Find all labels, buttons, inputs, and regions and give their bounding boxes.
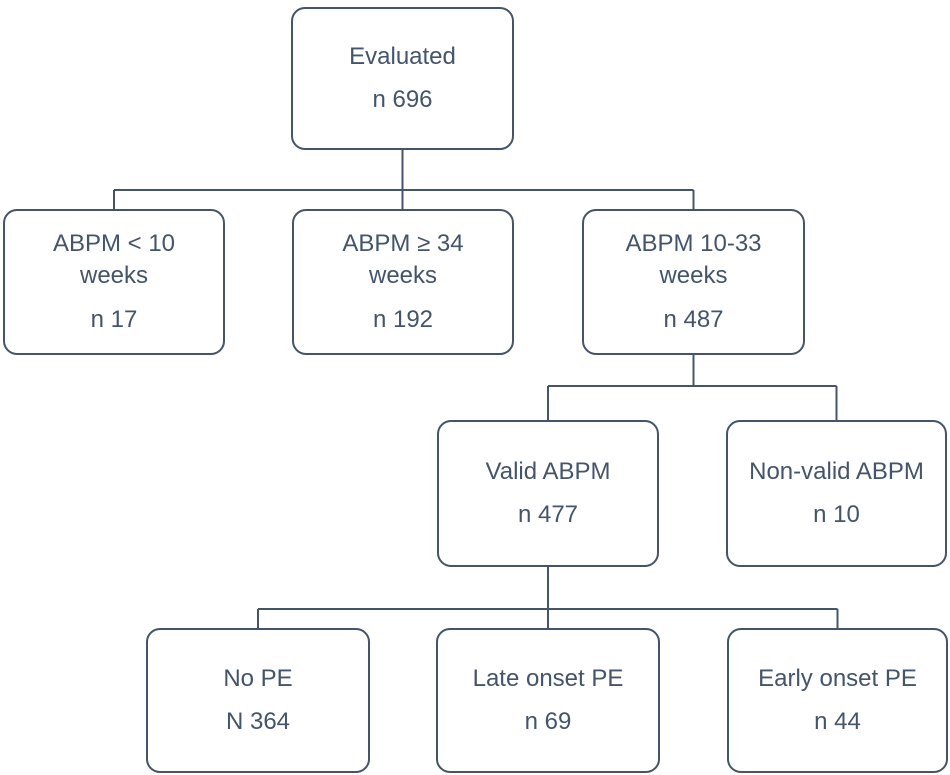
node-label-line: ABPM < 10 (52, 229, 176, 257)
node-count: n 17 (90, 305, 138, 333)
node-count: n 10 (813, 501, 860, 528)
node-label: ABPM ≥ 34 weeks (342, 228, 463, 293)
node-count: n 69 (524, 708, 572, 735)
node-count: N 364 (225, 708, 291, 735)
node-count: n 477 (517, 501, 579, 528)
node-abpm-ge-34-weeks: ABPM ≥ 34 weeks n 192 (292, 209, 514, 355)
node-label-line: weeks (659, 262, 728, 290)
connector-abpm-10-33-children (547, 355, 838, 420)
node-abpm-10-33-weeks: ABPM 10-33 weeks n 487 (582, 209, 805, 355)
node-count: n 44 (814, 708, 861, 735)
node-label-line: Early onset PE (758, 664, 917, 692)
node-valid-abpm: Valid ABPM n 477 (437, 420, 659, 567)
node-label-line: No PE (223, 664, 293, 692)
connector-evaluated-children (113, 150, 695, 209)
node-label-line: ABPM 10-33 (625, 229, 762, 257)
node-label-line: Evaluated (349, 42, 456, 70)
node-label-line: Late onset PE (472, 664, 624, 692)
node-label: No PE (223, 663, 292, 695)
node-label: Late onset PE (473, 663, 624, 695)
node-label-line: weeks (79, 262, 149, 290)
node-no-pe: No PE N 364 (146, 628, 370, 773)
node-label-line: ABPM ≥ 34 (342, 229, 464, 257)
node-label-line: weeks (368, 262, 438, 290)
node-count: n 192 (372, 305, 434, 333)
node-non-valid-abpm: Non-valid ABPM n 10 (726, 420, 947, 567)
node-label-line: Valid ABPM (485, 457, 611, 485)
connector-valid-abpm-children (257, 567, 839, 628)
node-count: n 696 (372, 86, 433, 113)
node-label: Non-valid ABPM (749, 456, 924, 488)
node-count: n 487 (663, 305, 724, 333)
node-label-line: Non-valid ABPM (749, 457, 924, 485)
node-label: ABPM < 10 weeks (53, 228, 175, 293)
node-evaluated: Evaluated n 696 (291, 7, 514, 150)
node-early-onset-pe: Early onset PE n 44 (727, 628, 948, 773)
node-label: Evaluated (349, 41, 456, 73)
node-label: Valid ABPM (486, 456, 611, 488)
node-label: Early onset PE (758, 663, 917, 695)
node-late-onset-pe: Late onset PE n 69 (436, 628, 660, 773)
node-label: ABPM 10-33 weeks (625, 228, 761, 293)
node-abpm-lt-10-weeks: ABPM < 10 weeks n 17 (3, 209, 225, 355)
